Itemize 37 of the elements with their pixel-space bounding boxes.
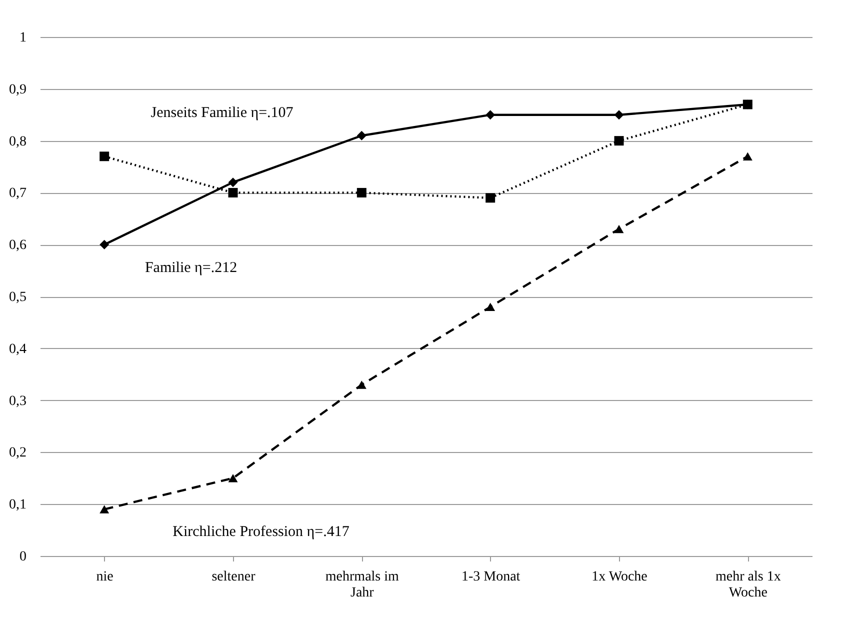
point: [742, 100, 752, 110]
annotation: Jenseits Familie η=.107: [150, 105, 294, 121]
point: [614, 136, 624, 146]
y-tick-label: 0,9: [9, 82, 26, 98]
point: [356, 380, 366, 389]
x-tick-label: 1x Woche: [592, 570, 648, 584]
point: [100, 240, 110, 250]
y-tick-label: 0: [20, 550, 26, 564]
y-tick-label: 0,5: [9, 290, 26, 305]
point: [100, 505, 110, 514]
point: [100, 152, 110, 162]
y-tick-label: 0,7: [9, 186, 26, 202]
y-tick-label: 0,6: [9, 238, 26, 254]
point: [486, 302, 496, 311]
y-tick-label: 0,2: [9, 446, 26, 461]
point: [228, 178, 238, 188]
y-tick-label: 1: [20, 30, 26, 46]
point: [356, 188, 366, 198]
point: [614, 110, 624, 120]
y-tick-label: 0,1: [9, 498, 26, 513]
x-tick-label: mehrmals im Jahr: [325, 570, 400, 600]
point: [356, 130, 366, 140]
x-tick-label: nie: [96, 570, 114, 584]
x-tick-label: seltener: [212, 570, 256, 584]
point: [614, 224, 624, 234]
point: [486, 110, 496, 120]
point: [742, 152, 752, 160]
y-tick-label: 0,8: [9, 134, 26, 150]
y-tick-label: 0,3: [9, 394, 26, 409]
annotation: Familie η=.212: [144, 260, 238, 276]
point: [486, 193, 496, 203]
annotation: Kirchliche Profession η=.417: [172, 524, 350, 540]
y-tick-label: 0,4: [9, 342, 26, 357]
x-tick-label: mehr als 1x Woche: [716, 570, 781, 600]
point: [228, 188, 238, 198]
point: [228, 474, 238, 482]
x-tick-label: 1-3 Monat: [461, 570, 520, 584]
